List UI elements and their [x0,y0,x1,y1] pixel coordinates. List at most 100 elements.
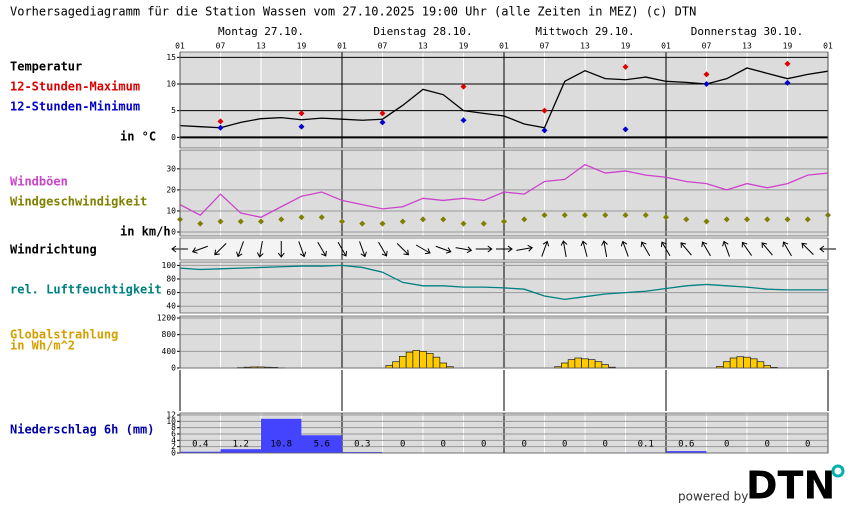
hour-label: 19 [459,42,469,51]
point [460,83,467,90]
bar [756,361,765,369]
arrow-head [580,240,588,247]
arrow-shaft [661,241,671,257]
legend-temperature: Temperatur [10,60,82,74]
arrow-head [171,245,177,253]
y-tick-label: 1200 [157,314,176,323]
wind-arrow [782,241,792,257]
hour-label: 13 [256,42,266,51]
point [622,63,629,70]
wind-arrow [741,241,752,256]
hour-label: 07 [216,42,226,51]
panel-frame [179,315,829,369]
value-label: 1.2 [233,440,249,450]
bar [261,418,302,453]
arrow-head [560,240,568,246]
panel-frame [179,412,829,454]
hour-label: 01 [499,42,509,51]
y-tick-label: 20 [166,185,176,194]
value-label: 0.1 [638,440,654,450]
bar [392,361,400,369]
arrow-shaft [237,241,244,257]
day-label: Montag 27.10. [218,25,304,38]
wind-arrow [660,241,671,257]
arrow-head [542,240,550,247]
arrow-shaft [680,242,692,256]
hour-label: 19 [783,42,793,51]
arrow-head [801,242,808,249]
series-line [179,264,828,301]
wind-arrow [722,240,730,257]
wind-arrow [396,242,409,256]
panel-frame [179,51,829,149]
hour-label: 19 [621,42,631,51]
radiation-label: Globalstrahlung [10,328,118,342]
point [784,216,791,223]
y-tick-label: 80 [166,275,176,284]
arrow-head [277,252,285,258]
bar [419,351,427,369]
arrow-head [640,241,647,248]
point [602,212,609,219]
bar [729,357,738,369]
bar [405,351,414,369]
arrow-head [660,241,667,248]
wind-arrow [359,241,367,258]
point [258,218,264,225]
point [622,212,629,219]
arrow-head [445,247,452,254]
arrow-shaft [359,241,366,257]
arrow-shaft [435,245,451,253]
arrow-shaft [622,241,629,257]
arrow-head [236,251,243,258]
wind-arrow [640,241,651,257]
panel-frame [179,149,829,237]
wind-arrow [801,242,814,256]
arrow-shaft [378,241,387,257]
day-label: Mittwoch 29.10. [535,25,634,38]
hour-label: 07 [378,42,388,51]
wind-arrow [191,245,208,254]
wind-arrow [337,241,348,257]
bar [567,359,576,369]
series-line [179,67,829,129]
point [723,216,730,223]
day-label: Dienstag 28.10. [373,25,472,38]
powered-by: powered by [678,490,748,504]
y-tick-label: 400 [162,347,177,356]
wind-arrow [601,240,608,257]
point [237,218,244,225]
wind-arrow [560,240,568,257]
bar [594,361,603,369]
panel-frame [179,237,829,261]
arrow-head [320,250,327,257]
y-tick-label: 6 [171,430,176,439]
point [541,107,548,114]
wind-arrow [298,241,307,258]
value-label: 0.6 [678,440,694,450]
arrow-shaft [562,241,567,257]
point [703,218,710,225]
point [744,216,750,223]
arrow-shaft [396,242,409,256]
y-tick-label: 0 [171,364,176,373]
bar [743,356,751,369]
value-label: 0 [522,440,527,450]
point [541,212,548,219]
bar [426,353,434,369]
arrow-head [761,242,768,248]
point [379,110,386,117]
arrow-shaft [259,241,263,257]
series-line [179,163,829,218]
y-tick-label: 8 [171,423,176,432]
arrow-head [381,250,388,257]
direction-label: Windrichtung [10,243,97,257]
arrow-head [620,240,628,247]
legend-min: 12-Stunden-Minimum [10,100,140,114]
arrow-head [722,240,729,247]
hour-label: 19 [297,42,307,51]
arrow-shaft [541,241,548,257]
value-label: 0 [724,440,729,450]
wind-arrow [496,245,513,253]
point [480,220,487,227]
